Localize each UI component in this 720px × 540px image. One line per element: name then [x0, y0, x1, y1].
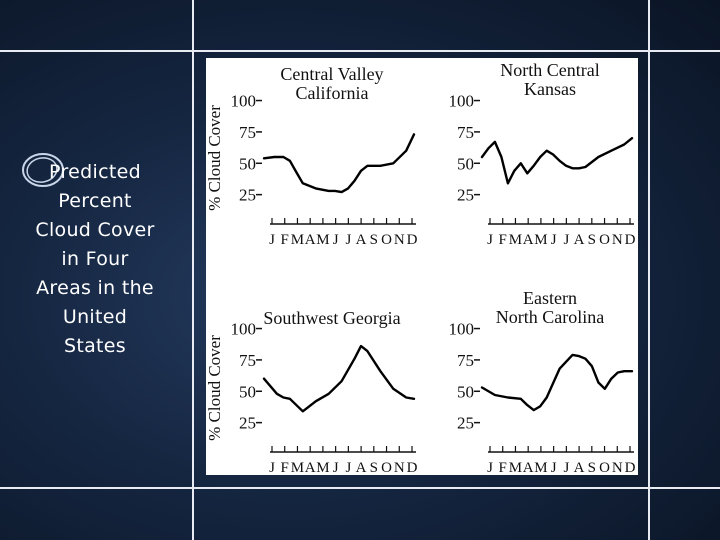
y-tick-label: 50 — [457, 382, 474, 401]
x-tick-label: F — [281, 460, 289, 475]
y-tick-label: 25 — [239, 186, 256, 205]
slide-title-line: Percent — [58, 190, 132, 212]
x-tick-label: N — [394, 460, 405, 475]
y-tick-label: 75 — [239, 123, 256, 142]
x-tick-label: A — [523, 460, 534, 475]
y-tick-label: 100 — [231, 320, 257, 339]
x-tick-label: F — [499, 460, 507, 475]
cloud-cover-series-line — [262, 344, 416, 413]
chart-title: Southwest Georgia — [263, 308, 400, 328]
x-tick-label: D — [407, 232, 418, 248]
frame-line-right — [648, 0, 650, 540]
slide-title: Predicted Percent Cloud Cover in Four Ar… — [10, 158, 180, 361]
x-tick-label: J — [333, 232, 339, 248]
y-axis-label: % Cloud Cover — [206, 105, 224, 211]
x-tick-label: A — [356, 232, 367, 248]
x-tick-label: J — [551, 232, 557, 248]
x-tick-label: O — [381, 232, 392, 248]
x-tick-label: O — [599, 460, 610, 475]
chart-title: California — [296, 83, 369, 103]
y-tick-label: 100 — [449, 92, 475, 111]
slide-title-line: United — [62, 306, 128, 328]
x-tick-label: A — [356, 460, 367, 475]
cloud-cover-series-line — [480, 136, 634, 185]
x-tick-label: M — [291, 460, 304, 475]
x-tick-label: S — [370, 460, 378, 475]
y-tick-label: 75 — [457, 123, 474, 142]
y-tick-label: 50 — [239, 382, 256, 401]
slide-title-line: States — [64, 335, 126, 357]
x-tick-label: M — [534, 232, 547, 248]
slide-title-line: Predicted — [49, 161, 141, 183]
cloud-cover-series-line — [262, 133, 416, 194]
slide-title-line: Cloud Cover — [35, 219, 155, 241]
y-tick-label: 100 — [449, 320, 475, 339]
x-tick-label: D — [625, 460, 636, 475]
x-tick-label: A — [305, 460, 316, 475]
x-tick-label: J — [563, 232, 569, 248]
x-tick-label: F — [281, 232, 289, 248]
x-tick-label: O — [599, 232, 610, 248]
frame-line-top — [0, 50, 720, 52]
x-tick-label: D — [625, 232, 636, 248]
x-tick-label: J — [487, 232, 493, 248]
chart-title: North Central — [500, 60, 599, 80]
x-tick-label: A — [574, 232, 585, 248]
x-tick-label: F — [499, 232, 507, 248]
chart-title: Central Valley — [280, 64, 383, 84]
x-tick-label: O — [381, 460, 392, 475]
x-tick-label: S — [588, 232, 596, 248]
y-axis-label: % Cloud Cover — [206, 335, 224, 441]
y-tick-label: 25 — [457, 186, 474, 205]
x-tick-label: A — [574, 460, 585, 475]
y-tick-label: 75 — [457, 351, 474, 370]
x-tick-label: J — [487, 460, 493, 475]
cloud-cover-figure: Central Valley California 100 75 50 25 J F M A M J J… — [205, 58, 638, 476]
slide-title-line: Areas in the — [36, 277, 154, 299]
x-tick-label: M — [316, 460, 329, 475]
y-tick-label: 25 — [239, 414, 256, 433]
x-tick-label: N — [394, 232, 405, 248]
y-tick-label: 50 — [457, 154, 474, 173]
y-tick-label: 25 — [457, 414, 474, 433]
chart-title: Kansas — [524, 79, 576, 99]
slide-title-line: in Four — [61, 248, 129, 270]
x-tick-label: N — [612, 232, 623, 248]
x-tick-label: M — [509, 232, 522, 248]
x-tick-label: M — [509, 460, 522, 475]
x-tick-label: N — [612, 460, 623, 475]
x-tick-label: M — [316, 232, 329, 248]
y-tick-label: 50 — [239, 154, 256, 173]
x-tick-label: J — [269, 232, 275, 248]
x-tick-label: J — [333, 460, 339, 475]
y-tick-label: 100 — [231, 92, 257, 111]
x-tick-label: M — [291, 232, 304, 248]
frame-line-left — [192, 0, 194, 540]
x-tick-label: D — [407, 460, 418, 475]
cloud-cover-series-line — [480, 353, 634, 412]
x-tick-label: S — [370, 232, 378, 248]
x-tick-label: J — [269, 460, 275, 475]
chart-title: Eastern — [523, 288, 577, 308]
x-tick-label: S — [588, 460, 596, 475]
y-tick-label: 75 — [239, 351, 256, 370]
x-tick-label: A — [523, 232, 534, 248]
x-tick-label: J — [551, 460, 557, 475]
swirl-icon — [22, 153, 64, 187]
frame-line-bottom — [0, 487, 720, 489]
x-tick-label: J — [345, 232, 351, 248]
chart-title: North Carolina — [496, 307, 604, 327]
x-tick-label: J — [345, 460, 351, 475]
x-tick-label: J — [563, 460, 569, 475]
x-tick-label: M — [534, 460, 547, 475]
x-tick-label: A — [305, 232, 316, 248]
